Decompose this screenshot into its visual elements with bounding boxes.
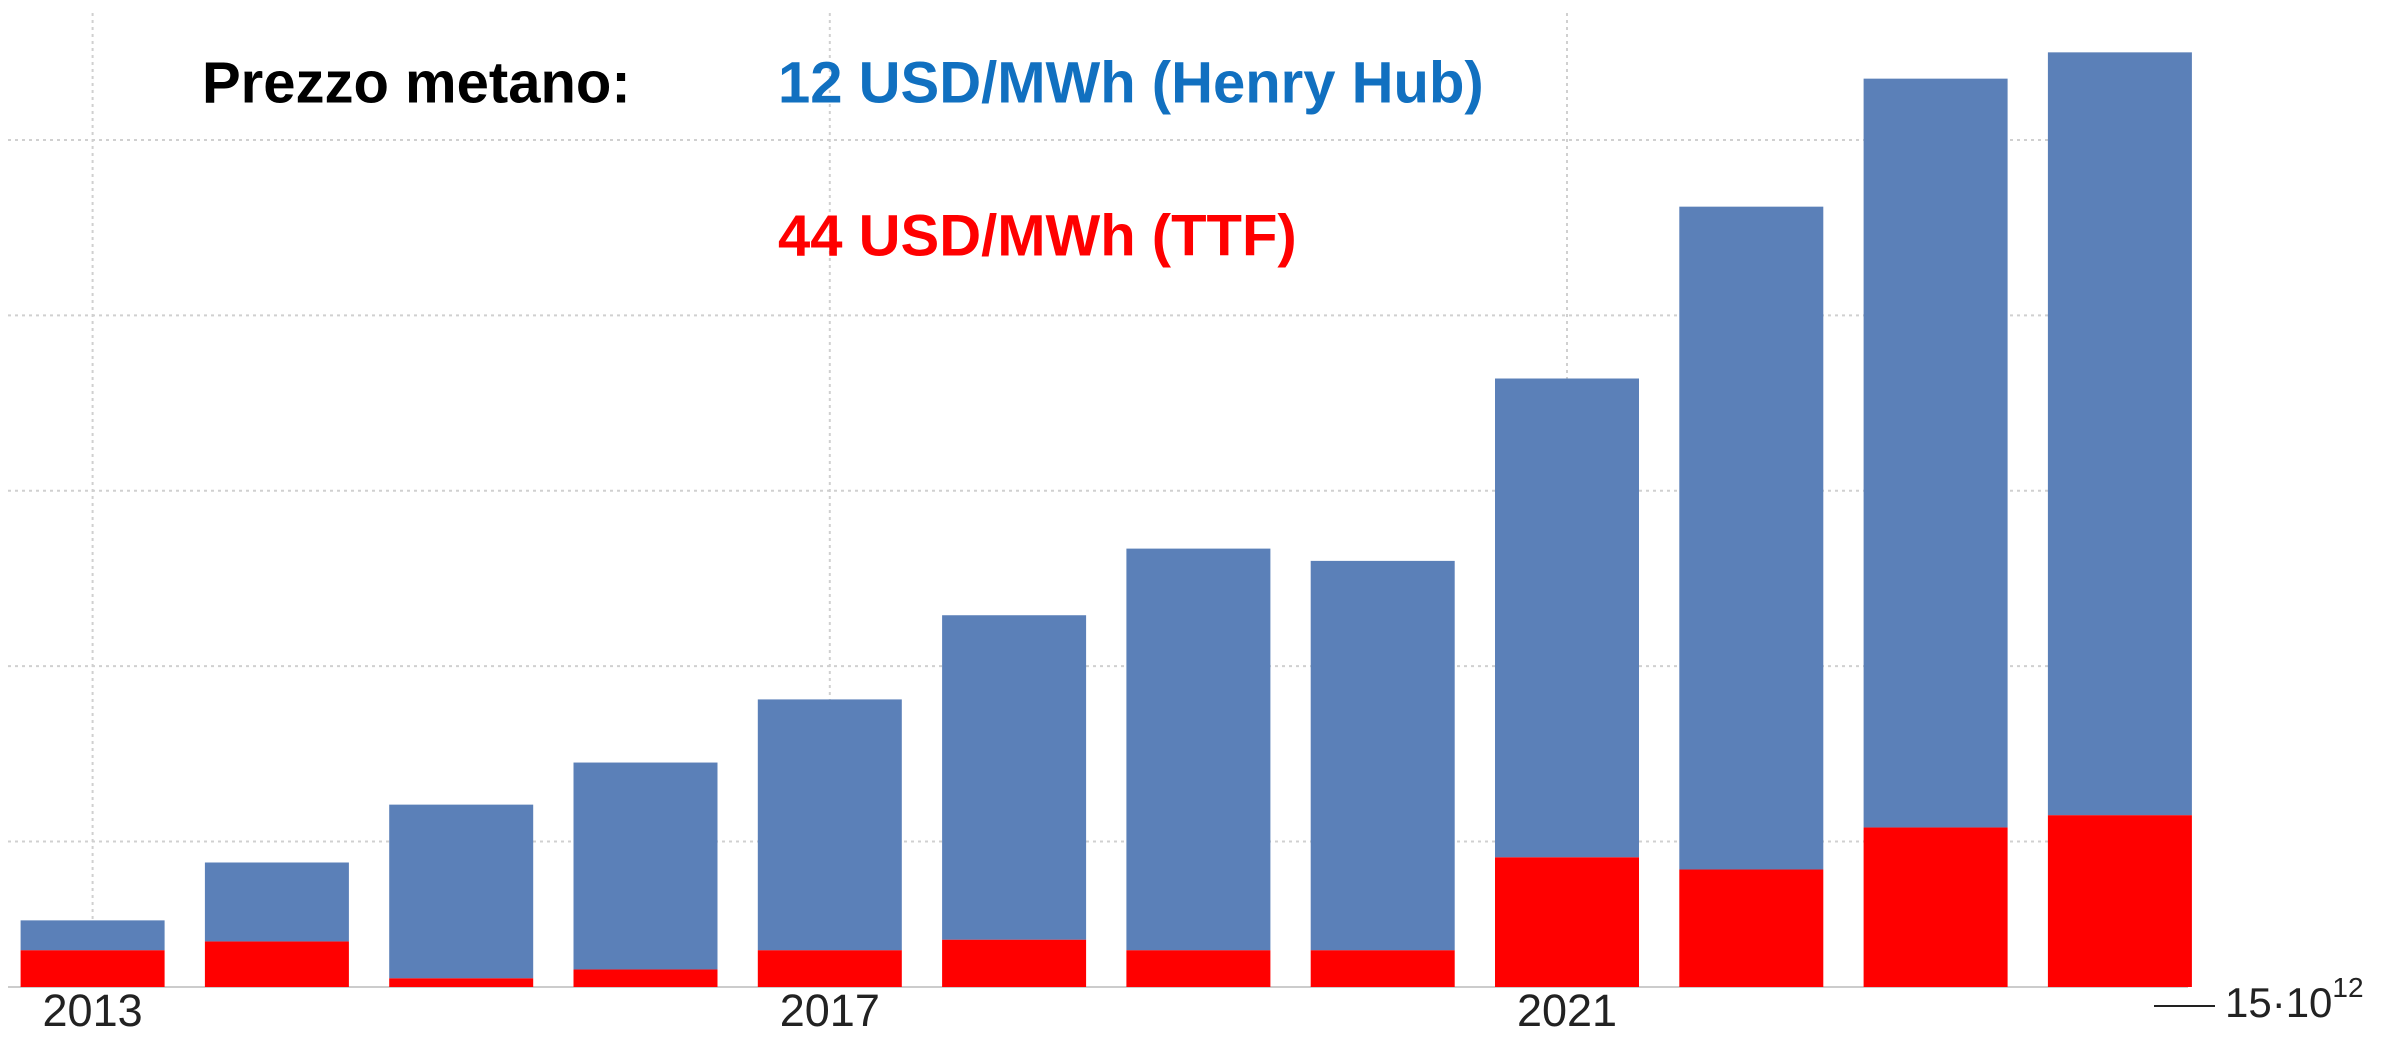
bar-segment (1679, 206, 1824, 870)
legend-entry: 44 USD/MWh (TTF) (778, 203, 1297, 268)
bar-segment (1126, 950, 1271, 987)
axis-note-exponent: 12 (2332, 972, 2363, 1003)
bar-segment (1126, 548, 1271, 951)
annotation: Prezzo metano: (202, 50, 631, 115)
bar-segment (204, 941, 349, 987)
bar-segment (2047, 815, 2192, 987)
bar-segment (1863, 827, 2008, 987)
x-tick-label: 2017 (780, 985, 880, 1036)
bar-segment (1310, 950, 1455, 987)
bar-segment (942, 615, 1087, 940)
bar-segment (1310, 560, 1455, 951)
bar-segment (1495, 857, 1639, 987)
bar-segment (20, 950, 165, 987)
bar-segment (1679, 869, 1824, 987)
bar-segment (389, 978, 534, 987)
bar-segment (20, 920, 165, 951)
x-tick-label: 2021 (1517, 985, 1617, 1036)
bar-segment (204, 862, 349, 942)
bar-segment (573, 762, 718, 970)
axis-note: 15·1012 (2225, 972, 2364, 1026)
legend-entry: 12 USD/MWh (Henry Hub) (778, 50, 1484, 115)
bar-segment (1863, 78, 2008, 828)
bar-segment (757, 699, 902, 951)
bar-segment (2047, 52, 2192, 816)
bar-segment (1495, 378, 1639, 858)
axis-note-base: 15·10 (2225, 979, 2332, 1026)
bar-segment (573, 969, 718, 987)
x-tick-label: 2013 (43, 985, 143, 1036)
bar-segment (389, 804, 534, 979)
bar-segment (942, 939, 1087, 987)
bar-segment (757, 950, 902, 987)
